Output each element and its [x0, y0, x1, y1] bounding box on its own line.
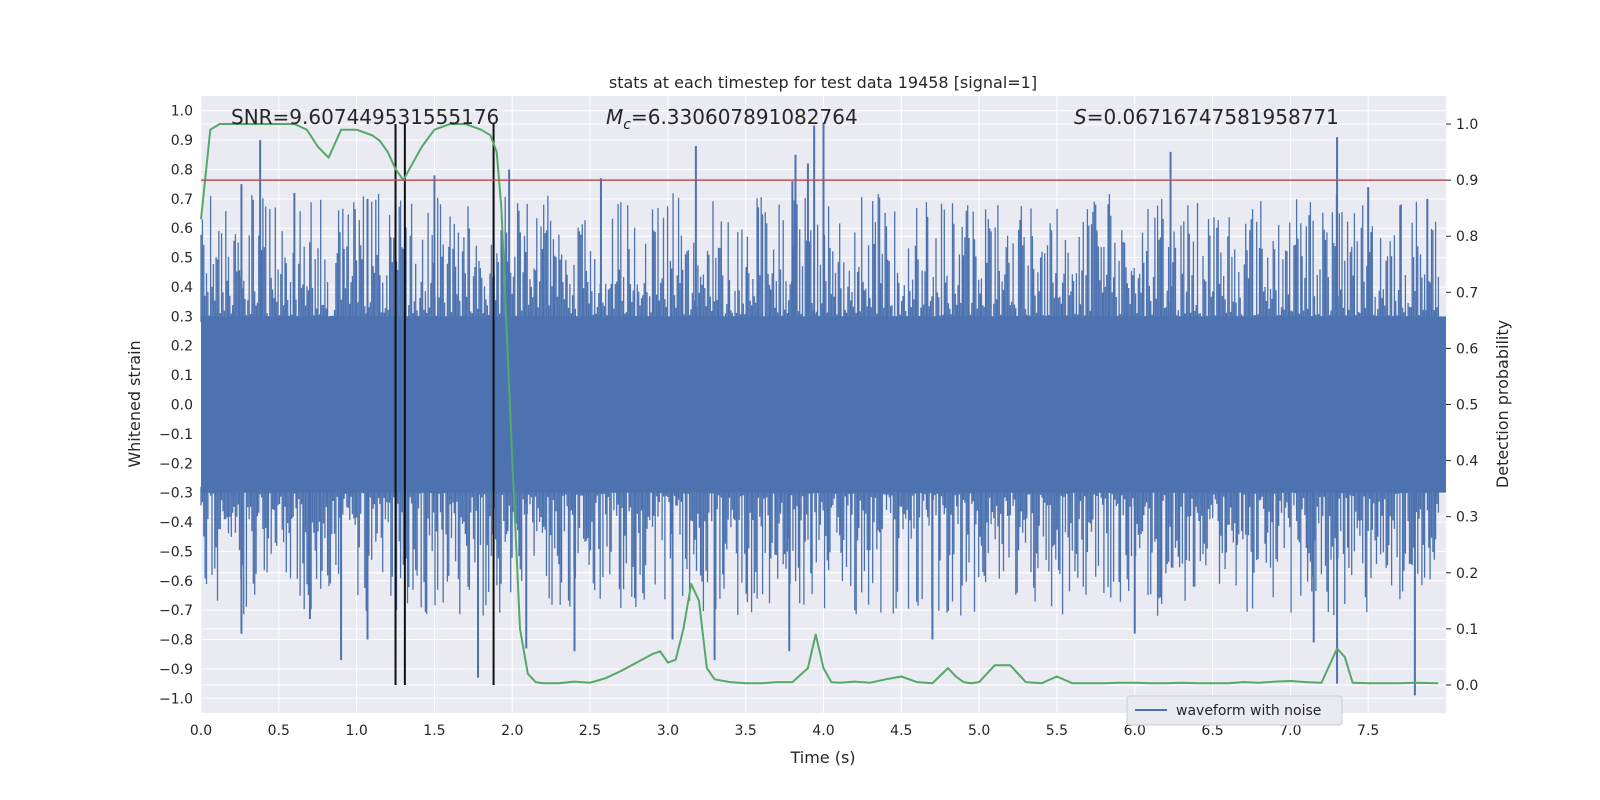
y-tick-label-right: 0.0 — [1456, 678, 1478, 694]
x-tick-label: 1.0 — [345, 723, 367, 739]
probability-series — [200, 123, 1439, 685]
y-tick-label-right: 0.4 — [1456, 454, 1478, 470]
chirp-mass-annotation: Mc=6.330607891082764 — [606, 105, 858, 133]
y-tick-label-left: 0.0 — [171, 398, 193, 414]
legend: waveform with noise — [1126, 695, 1343, 726]
y-tick-label-left: −0.2 — [159, 456, 193, 472]
x-tick-label: 5.5 — [1046, 723, 1068, 739]
strain-spikes-negative — [200, 486, 1440, 616]
y-tick-label-left: −0.4 — [159, 515, 193, 531]
y-tick-label-left: 0.7 — [171, 192, 193, 208]
x-tick-label: 0.0 — [190, 723, 212, 739]
y-tick-label-right: 0.6 — [1456, 341, 1478, 357]
event-markers — [394, 124, 495, 685]
x-tick-label: 0.5 — [268, 723, 290, 739]
x-tick-label: 7.0 — [1279, 723, 1301, 739]
x-tick-label: 4.5 — [890, 723, 912, 739]
y-tick-label-right: 0.1 — [1456, 622, 1478, 638]
x-tick-label: 1.5 — [423, 723, 445, 739]
x-tick-label: 2.5 — [579, 723, 601, 739]
y-tick-label-right: 0.7 — [1456, 285, 1478, 301]
y-tick-label-left: −0.5 — [159, 544, 193, 560]
y-tick-label-right: 0.3 — [1456, 510, 1478, 526]
y-tick-label-left: 0.4 — [171, 280, 193, 296]
tick-labels: 0.0 0.5 1.0 1.5 2.0 2.5 3.0 3.5 4.0 4.5 5.0 5.5 6.0 6… — [159, 104, 1478, 739]
y-tick-label-right: 0.8 — [1456, 229, 1478, 245]
y-tick-label-left: 0.5 — [171, 251, 193, 267]
y-axis-label-right: Detection probability — [1493, 320, 1512, 488]
x-tick-label: 6.5 — [1201, 723, 1223, 739]
x-tick-label: 6.0 — [1124, 723, 1146, 739]
y-tick-label-left: 0.3 — [171, 309, 193, 325]
y-tick-label-right: 1.0 — [1456, 117, 1478, 133]
y-tick-label-left: −0.8 — [159, 633, 193, 649]
chirp-mass-subscript: c — [623, 117, 631, 133]
y-tick-label-left: −0.1 — [159, 427, 193, 443]
x-axis-label: Time (s) — [789, 748, 855, 767]
x-tick-label: 7.5 — [1357, 723, 1379, 739]
probability-line — [200, 123, 1439, 685]
y-tick-label-left: −1.0 — [159, 691, 193, 707]
y-tick-label-left: −0.7 — [159, 603, 193, 619]
y-tick-label-left: 0.9 — [171, 133, 193, 149]
y-tick-label-left: 0.8 — [171, 162, 193, 178]
y-tick-label-left: 1.0 — [171, 104, 193, 120]
snr-annotation: SNR=9.607449531555176 — [231, 105, 499, 129]
strain-series — [200, 122, 1446, 696]
y-tick-label-right: 0.2 — [1456, 566, 1478, 582]
s-annotation: S=0.06716747581958771 — [1074, 105, 1339, 129]
y-tick-label-left: 0.6 — [171, 221, 193, 237]
chart-title: stats at each timestep for test data 194… — [609, 73, 1037, 92]
y-tick-label-left: −0.3 — [159, 486, 193, 502]
s-value: =0.06716747581958771 — [1087, 105, 1339, 129]
x-tick-label: 3.0 — [657, 723, 679, 739]
x-tick-label: 3.5 — [735, 723, 757, 739]
y-tick-label-right: 0.5 — [1456, 398, 1478, 414]
chirp-mass-symbol: M — [606, 105, 623, 129]
s-symbol: S — [1074, 105, 1087, 129]
legend-label-waveform: waveform with noise — [1176, 703, 1321, 719]
x-tick-label: 2.0 — [501, 723, 523, 739]
x-tick-label: 5.0 — [968, 723, 990, 739]
legend-box — [1126, 695, 1343, 726]
strain-spikes-positive — [200, 193, 1440, 323]
chirp-mass-value: =6.330607891082764 — [631, 105, 858, 129]
y-tick-label-left: 0.2 — [171, 339, 193, 355]
y-tick-label-right: 0.9 — [1456, 173, 1478, 189]
strain-band — [201, 316, 1446, 493]
x-tick-label: 4.0 — [812, 723, 834, 739]
y-tick-label-left: −0.6 — [159, 574, 193, 590]
y-tick-label-left: −0.9 — [159, 662, 193, 678]
y-axis-label-left: Whitened strain — [125, 340, 144, 467]
y-tick-label-left: 0.1 — [171, 368, 193, 384]
